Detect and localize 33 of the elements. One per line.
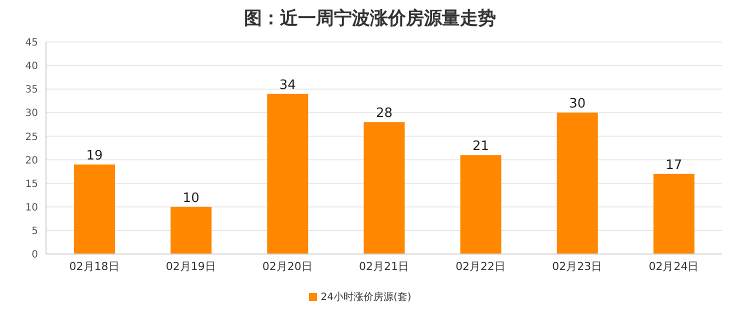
data-label: 28	[376, 106, 392, 122]
y-tick-label: 35	[25, 84, 38, 96]
y-tick-label: 5	[32, 226, 38, 237]
chart-title: 图：近一周宁波涨价房源量走势	[243, 8, 497, 31]
bar	[170, 206, 212, 254]
data-label: 17	[666, 158, 682, 173]
y-tick-label: 10	[25, 202, 38, 214]
bar	[267, 94, 308, 254]
y-tick-label: 0	[32, 250, 38, 261]
y-tick-label: 25	[25, 132, 38, 143]
x-tick-label: 02月24日	[648, 260, 699, 273]
bar	[460, 155, 502, 254]
bar	[653, 174, 694, 254]
data-label: 21	[472, 139, 490, 154]
x-tick-label: 02月18日	[69, 260, 120, 273]
data-label: 19	[86, 148, 103, 164]
bar	[74, 164, 116, 254]
x-tick-label: 02月23日	[552, 260, 602, 273]
y-tick-label: 40	[25, 61, 38, 72]
data-label: 34	[279, 78, 296, 93]
x-tick-label: 02月19日	[166, 260, 216, 273]
legend-label: 24小时涨价房源(套)	[320, 292, 412, 303]
bar	[556, 112, 598, 254]
y-tick-label: 20	[25, 155, 38, 166]
y-tick-label: 15	[25, 178, 38, 190]
x-tick-label: 02月21日	[359, 260, 409, 273]
x-tick-label: 02月22日	[456, 260, 506, 273]
y-tick-label: 45	[25, 38, 38, 49]
data-label: 10	[182, 190, 200, 206]
x-tick-label: 02月20日	[262, 260, 312, 273]
bar	[364, 122, 405, 254]
y-tick-label: 30	[25, 108, 38, 120]
data-label: 30	[569, 96, 586, 112]
